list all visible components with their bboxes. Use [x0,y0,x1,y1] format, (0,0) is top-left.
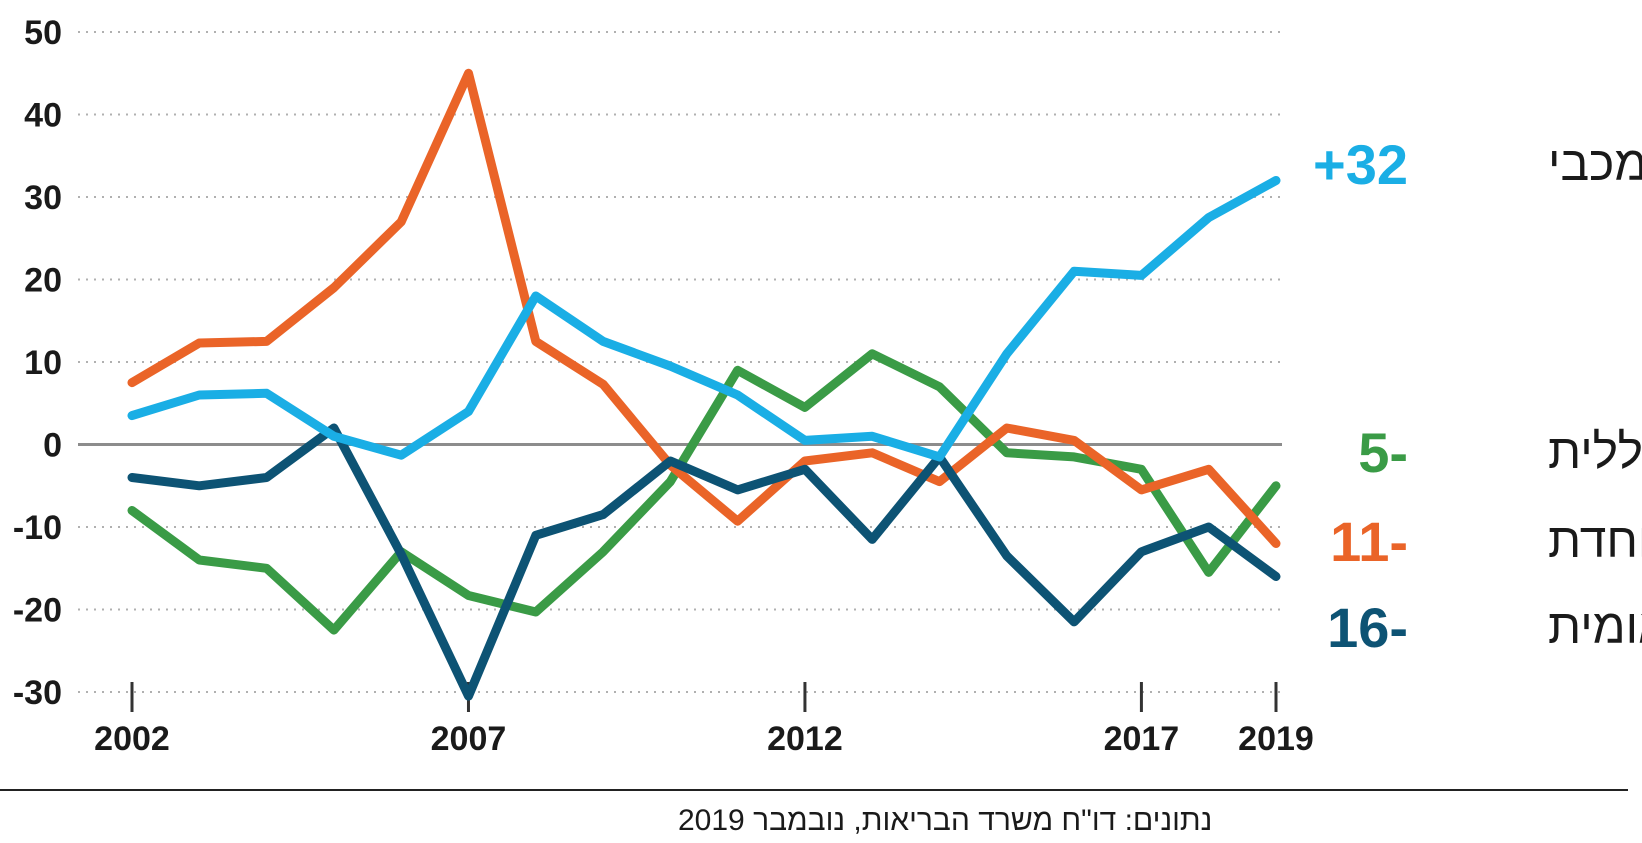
series-name-label: כללית [1548,426,1642,479]
x-axis: 2002 2007 2012 2017 2019 [94,682,1314,758]
series-value-label: 5- [1358,421,1408,484]
x-tick-label: 2019 [1238,720,1314,758]
y-axis-ticks: 50 40 30 20 10 0 -10 -20 -30 [13,14,62,712]
y-tick-label: 20 [24,262,62,300]
series-name-label: מכבי [1548,138,1642,191]
y-tick-label: 10 [24,344,62,382]
series-value-label: +32 [1313,133,1408,196]
series-value-label: 16- [1327,596,1408,659]
y-tick-label: 30 [24,179,62,217]
series-line-0 [127,176,1281,462]
series-value-label: 11- [1330,510,1408,573]
series-name-label: מאוחדת [1548,515,1642,568]
series-line-2 [127,68,1281,548]
x-tick-label: 2012 [767,720,843,758]
source-note: נתונים: דו"ח משרד הבריאות, נובמבר 2019 [678,804,1212,837]
x-tick-label: 2017 [1104,720,1180,758]
series-name-label: לאומית [1548,601,1642,654]
series-labels: מכבי +32 כללית 5- מאוחדת 11- לאומית 16- [1313,133,1642,659]
x-tick-label: 2007 [431,720,507,758]
y-tick-label: 0 [43,427,62,465]
series-line-1 [127,349,1281,635]
y-tick-label: -30 [13,674,62,712]
series-lines [127,68,1281,701]
y-tick-label: 40 [24,97,62,135]
x-tick-label: 2002 [94,720,170,758]
series-line-3 [127,423,1281,701]
y-tick-label: 50 [24,14,62,52]
y-tick-label: -20 [13,592,62,630]
y-tick-label: -10 [13,509,62,547]
